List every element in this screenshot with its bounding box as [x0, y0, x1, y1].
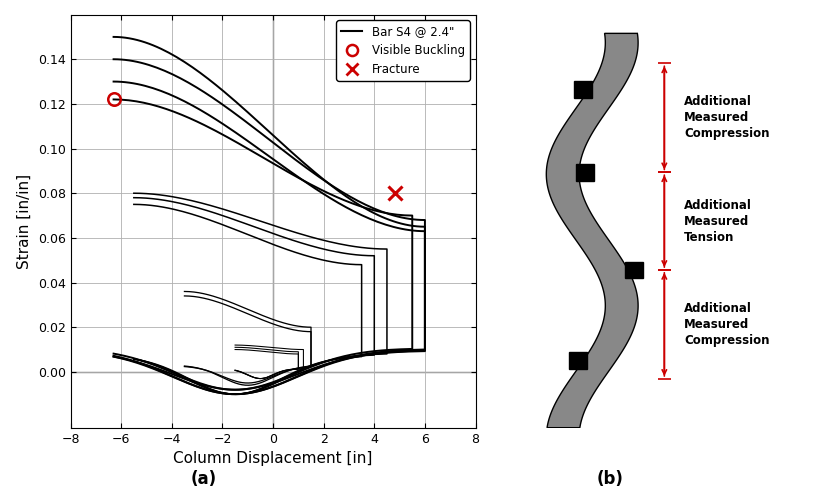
Text: Additional
Measured
Compression: Additional Measured Compression [684, 302, 769, 347]
Y-axis label: Strain [in/in]: Strain [in/in] [17, 174, 32, 269]
X-axis label: Column Displacement [in]: Column Displacement [in] [173, 451, 373, 466]
Legend: Bar S4 @ 2.4", Visible Buckling, Fracture: Bar S4 @ 2.4", Visible Buckling, Fractur… [336, 20, 470, 81]
Bar [576, 164, 594, 181]
Text: Additional
Measured
Compression: Additional Measured Compression [684, 95, 769, 140]
Text: Additional
Measured
Tension: Additional Measured Tension [684, 199, 752, 243]
Text: (b): (b) [597, 469, 623, 486]
Bar [569, 352, 587, 368]
Bar [625, 261, 642, 278]
Text: (a): (a) [190, 469, 217, 486]
Bar [574, 81, 592, 98]
Polygon shape [546, 34, 638, 428]
